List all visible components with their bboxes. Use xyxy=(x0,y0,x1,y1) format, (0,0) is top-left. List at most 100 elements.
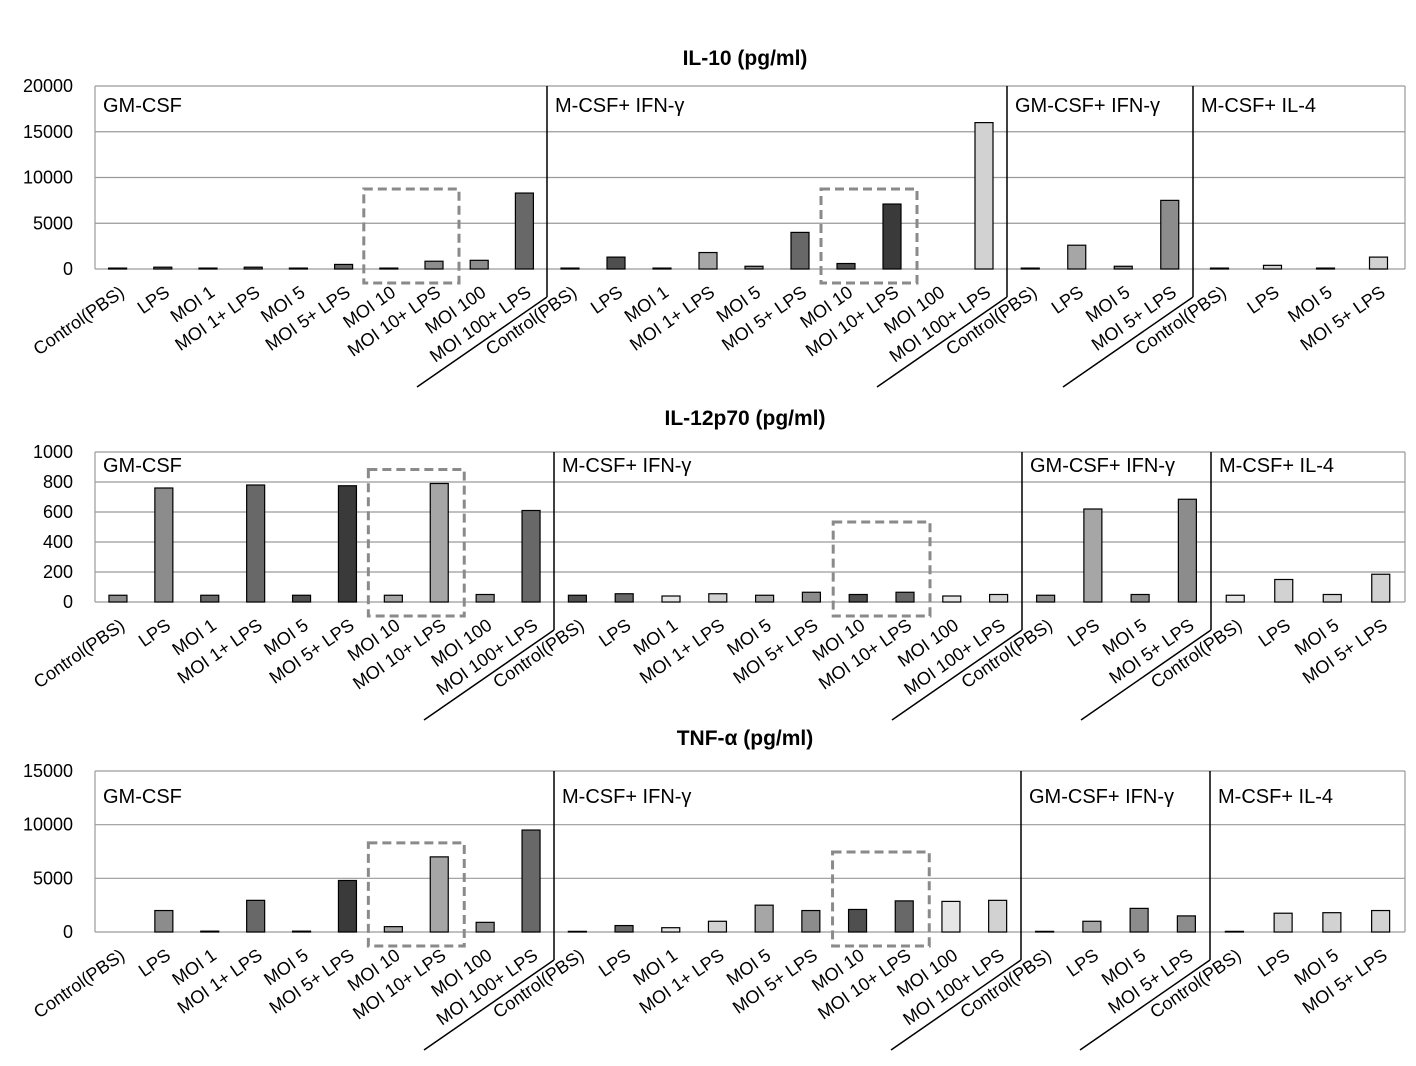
bar-m-csf-il-4-moi-5-lps xyxy=(1371,573,1391,603)
group-separator-diagonal xyxy=(1079,959,1211,1051)
x-tick-label: LPS xyxy=(135,615,174,651)
bar-m-csf-il-4-moi-5 xyxy=(1315,267,1336,270)
chart-panel-1: IL-10 (pg/ml) 0 5000 10000 15000 20000 GM-CSF C… xyxy=(23,47,1406,388)
bar-m-csf-ifn-moi-1-lps xyxy=(698,251,718,270)
x-tick-label: LPS xyxy=(595,945,634,981)
bar-m-csf-ifn-moi-100 xyxy=(942,595,962,603)
bar-m-csf-il-4-moi-5-lps xyxy=(1368,256,1389,270)
chart-title: IL-10 (pg/ml) xyxy=(683,47,808,70)
bar-m-csf-il-4-lps xyxy=(1274,578,1294,603)
bar-gm-csf-ifn-moi-5 xyxy=(1130,593,1150,603)
bar-gm-csf-moi-5 xyxy=(291,930,312,933)
bar-m-csf-ifn-moi-10 xyxy=(848,593,868,603)
bar-gm-csf-moi-10-lps xyxy=(429,482,449,603)
bar-gm-csf-moi-5 xyxy=(291,594,312,603)
bar-gm-csf-ifn-moi-5-lps xyxy=(1160,199,1180,270)
bar-gm-csf-moi-100 xyxy=(469,259,489,270)
x-tick-label: LPS xyxy=(587,282,626,318)
bar-gm-csf-ifn-moi-5 xyxy=(1129,907,1149,933)
chart-title: IL-12p70 (pg/ml) xyxy=(664,407,825,430)
bar-gm-csf-moi-100-lps xyxy=(521,829,541,933)
group-label: M-CSF+ IL-4 xyxy=(1219,455,1334,477)
group-label: M-CSF+ IL-4 xyxy=(1201,95,1316,117)
bar-m-csf-ifn-moi-100-lps xyxy=(988,593,1009,603)
bar-m-csf-ifn-moi-1-lps xyxy=(707,920,728,933)
bar-m-csf-ifn-control-pbs xyxy=(567,930,587,933)
bar-gm-csf-ifn-control-pbs xyxy=(1035,930,1055,933)
bar-m-csf-ifn-moi-100 xyxy=(941,900,961,933)
bar-m-csf-ifn-moi-1 xyxy=(661,595,681,603)
bar-m-csf-ifn-moi-10-lps xyxy=(882,203,902,270)
bar-m-csf-ifn-moi-1 xyxy=(661,927,681,933)
bar-m-csf-ifn-moi-5 xyxy=(754,904,774,933)
y-tick-label: 0 xyxy=(63,922,73,942)
bar-gm-csf-control-pbs xyxy=(108,594,128,603)
bar-gm-csf-moi-5-lps xyxy=(334,263,354,270)
y-tick-label: 400 xyxy=(43,532,73,552)
y-tick-label: 20000 xyxy=(23,76,73,96)
bar-m-csf-ifn-moi-10-lps xyxy=(895,591,915,603)
bar-gm-csf-moi-1-lps xyxy=(246,484,266,603)
y-tick-label: 800 xyxy=(43,472,73,492)
group-label: GM-CSF+ IFN-γ xyxy=(1015,95,1160,117)
bar-gm-csf-lps xyxy=(153,266,173,270)
bar-m-csf-il-4-control-pbs xyxy=(1209,267,1230,270)
highlight-box xyxy=(831,850,931,948)
bar-m-csf-ifn-moi-5 xyxy=(754,594,775,603)
group-label: M-CSF+ IFN-γ xyxy=(562,455,691,477)
y-tick-label: 10000 xyxy=(23,815,73,835)
bar-gm-csf-moi-10 xyxy=(379,267,399,270)
highlight-box xyxy=(831,520,932,618)
bar-m-csf-ifn-control-pbs xyxy=(560,267,580,270)
group-separator-diagonal xyxy=(416,296,548,388)
bar-gm-csf-moi-1-lps xyxy=(243,266,263,270)
bar-m-csf-ifn-moi-10 xyxy=(836,262,856,270)
bar-gm-csf-moi-1 xyxy=(198,267,218,270)
bar-gm-csf-control-pbs xyxy=(107,267,128,270)
chart-panel-3: TNF-α (pg/ml) 0 5000 10000 15000 GM-CSF Contro… xyxy=(23,727,1406,1051)
highlight-box xyxy=(362,187,461,285)
bar-gm-csf-moi-1 xyxy=(200,594,220,603)
bar-gm-csf-moi-10 xyxy=(383,926,403,933)
bar-gm-csf-ifn-lps xyxy=(1067,244,1087,270)
bar-gm-csf-ifn-control-pbs xyxy=(1036,594,1056,603)
bar-gm-csf-lps xyxy=(154,487,174,603)
y-tick-label: 5000 xyxy=(33,868,73,888)
bar-m-csf-il-4-lps xyxy=(1262,264,1283,270)
highlight-box xyxy=(366,841,466,948)
bar-m-csf-ifn-moi-10 xyxy=(847,908,868,933)
group-label: M-CSF+ IL-4 xyxy=(1218,786,1333,808)
y-tick-label: 0 xyxy=(63,592,73,612)
y-tick-label: 0 xyxy=(63,259,73,279)
group-separator-diagonal xyxy=(423,629,555,721)
bar-gm-csf-ifn-moi-5 xyxy=(1113,265,1133,270)
bar-gm-csf-moi-1 xyxy=(200,930,220,933)
bar-gm-csf-moi-10 xyxy=(383,594,403,603)
x-tick-label: LPS xyxy=(1048,282,1087,318)
bar-m-csf-ifn-control-pbs xyxy=(567,594,588,603)
group-separator-diagonal xyxy=(890,959,1022,1051)
bar-m-csf-ifn-moi-5-lps xyxy=(801,909,821,933)
group-label: GM-CSF+ IFN-γ xyxy=(1029,786,1174,808)
x-tick-label: Control(PBS) xyxy=(30,282,128,359)
y-tick-label: 5000 xyxy=(33,213,73,233)
group-separator-diagonal xyxy=(876,296,1008,388)
y-tick-label: 15000 xyxy=(23,122,73,142)
bar-gm-csf-moi-100-lps xyxy=(521,509,541,603)
bar-m-csf-ifn-lps xyxy=(614,593,634,603)
bar-gm-csf-lps xyxy=(154,909,174,933)
group-label: GM-CSF xyxy=(103,455,182,477)
group-label: GM-CSF xyxy=(103,95,182,117)
bar-gm-csf-moi-100 xyxy=(475,921,495,933)
x-tick-label: LPS xyxy=(1243,282,1282,318)
highlight-box xyxy=(819,187,919,285)
bar-gm-csf-ifn-moi-5-lps xyxy=(1176,915,1196,933)
x-tick-label: LPS xyxy=(135,945,174,981)
chart-title: TNF-α (pg/ml) xyxy=(677,727,814,750)
bar-gm-csf-moi-5 xyxy=(288,267,308,270)
bar-gm-csf-moi-10-lps xyxy=(424,260,444,270)
bar-gm-csf-moi-10-lps xyxy=(429,856,449,933)
group-label: GM-CSF+ IFN-γ xyxy=(1030,455,1175,477)
bar-gm-csf-moi-5-lps xyxy=(337,485,358,603)
